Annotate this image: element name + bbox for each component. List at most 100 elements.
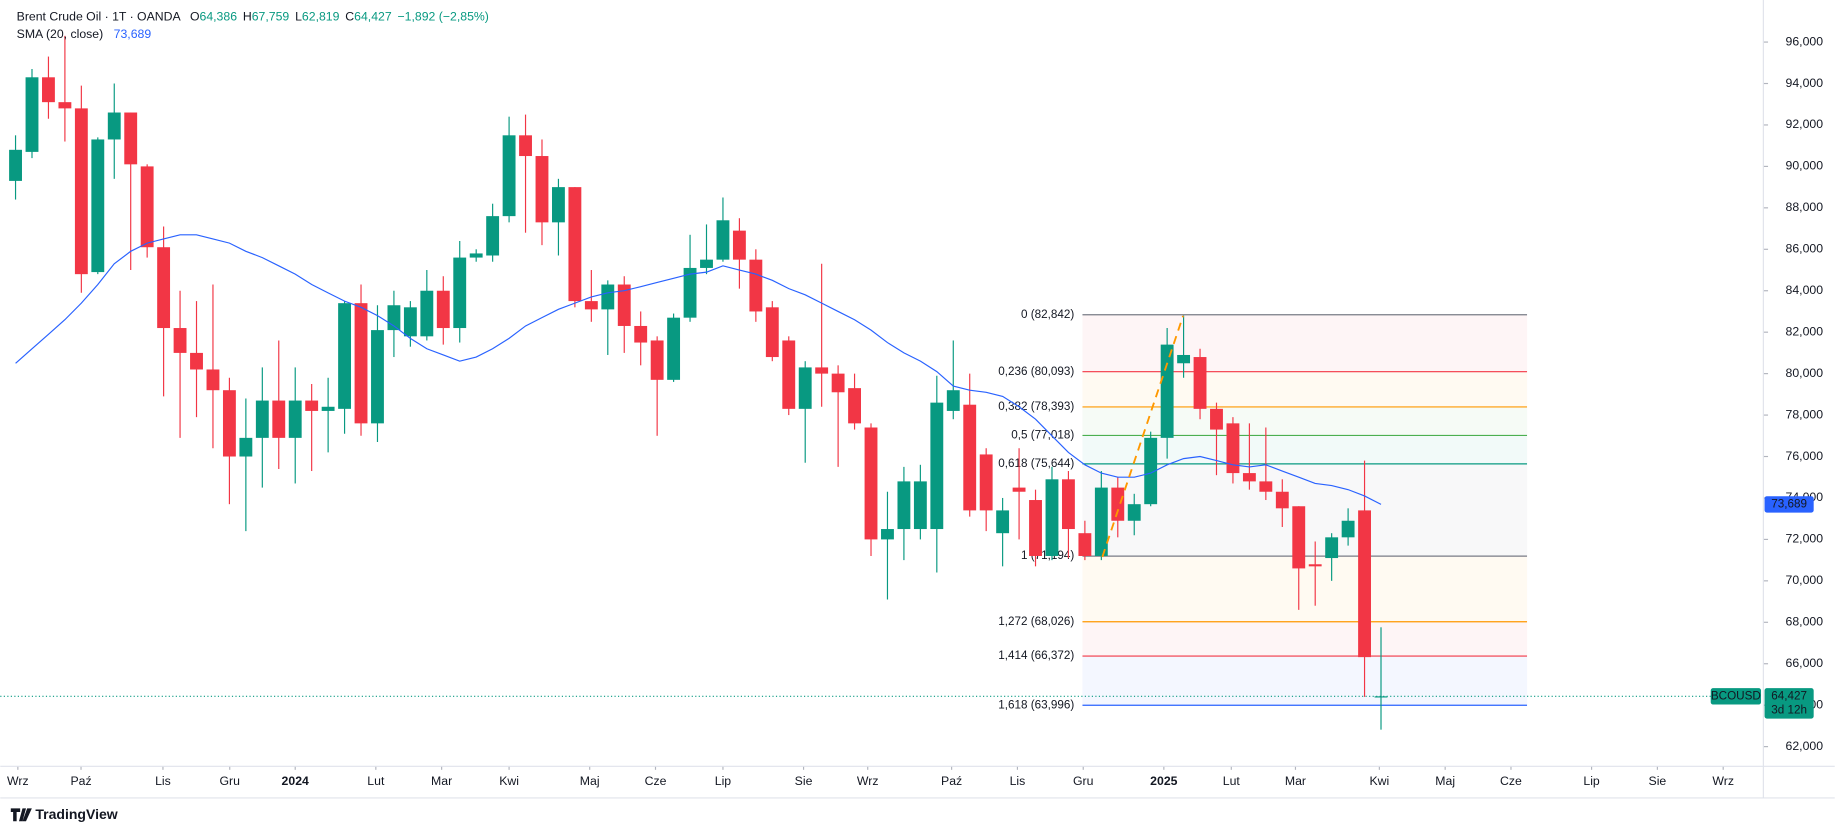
candle-body — [288, 400, 302, 438]
y-tick-label: 78,000 — [1786, 407, 1824, 421]
candle-body — [1374, 696, 1388, 698]
x-tick-label: Paź — [70, 774, 91, 788]
y-tick-label: 84,000 — [1786, 283, 1824, 297]
fib-trend-line — [1101, 315, 1184, 558]
candle-body — [930, 402, 944, 530]
candle-body — [1160, 344, 1174, 438]
candle-body — [1308, 564, 1322, 567]
candle-body — [749, 259, 763, 312]
symbol-badge-text: BCOUSD — [1711, 689, 1761, 702]
x-tick-label: 2024 — [282, 774, 309, 788]
candle-body — [436, 290, 450, 329]
x-tick-label: Lip — [1583, 774, 1600, 788]
fib-zone — [1082, 621, 1528, 657]
x-tick-label: Lis — [155, 774, 171, 788]
y-tick-label: 62,000 — [1786, 739, 1824, 753]
y-tick-label: 66,000 — [1786, 656, 1824, 670]
candle-body — [1144, 437, 1158, 505]
y-tick-label: 86,000 — [1786, 242, 1824, 256]
candle-body — [420, 290, 434, 337]
candle-body — [552, 187, 565, 223]
y-tick-label: 82,000 — [1786, 324, 1824, 338]
candle-body — [617, 284, 631, 326]
candle-body — [1358, 510, 1371, 658]
candle-body — [1094, 487, 1108, 556]
ohlc-key: H — [243, 10, 252, 24]
candle-body — [519, 135, 532, 157]
candle-body — [716, 220, 730, 260]
candle-body — [1341, 520, 1355, 538]
candle-body — [634, 325, 648, 343]
candle-body — [469, 253, 483, 258]
candle-body — [1061, 479, 1075, 530]
candle-body — [272, 400, 286, 438]
ohlc-key: C — [345, 10, 354, 24]
sma-badge-text: 73,689 — [1771, 497, 1807, 510]
candle-body — [831, 373, 845, 393]
candle-body — [913, 481, 927, 530]
candle-body — [338, 303, 352, 409]
candle-body — [1292, 506, 1306, 569]
fib-label: 0,382 (78,393) — [998, 400, 1074, 413]
candle-body — [173, 328, 187, 353]
sma-legend: SMA (20, close) 73,689 — [17, 27, 152, 41]
candle-body — [848, 388, 861, 424]
sma-name: SMA (20, close) — [17, 27, 104, 41]
candle-body — [1242, 473, 1256, 482]
candle-body — [124, 112, 138, 165]
y-tick-label: 94,000 — [1786, 76, 1824, 90]
symbol-badge — [1710, 688, 1762, 705]
candle-body — [798, 367, 812, 409]
y-tick-label: 96,000 — [1786, 34, 1824, 48]
x-tick-label: 2025 — [1150, 774, 1177, 788]
candle-body — [1111, 487, 1125, 521]
x-tick-label: Cze — [645, 774, 667, 788]
x-tick-label: Lip — [715, 774, 732, 788]
candle-body — [25, 77, 39, 152]
brand-logo — [10, 808, 32, 822]
x-tick-label: Wrz — [7, 774, 29, 788]
candle-body — [321, 406, 335, 411]
y-tick-label: 72,000 — [1786, 532, 1824, 546]
x-tick-label: Sie — [795, 774, 813, 788]
ohlc-value: 67,759 — [252, 10, 290, 24]
candle-body — [1012, 487, 1026, 492]
fib-zone — [1082, 406, 1528, 436]
x-tick-label: Mar — [1285, 774, 1306, 788]
ohlc-key: L — [295, 10, 302, 24]
candle-body — [700, 259, 713, 268]
fib-zone — [1082, 656, 1528, 706]
candle-body — [1226, 423, 1240, 474]
y-tick-label: 90,000 — [1786, 159, 1824, 173]
brand: TradingView — [10, 806, 118, 822]
candle-body — [371, 330, 384, 424]
candle-body — [107, 112, 121, 140]
x-tick-label: Paź — [941, 774, 962, 788]
candle-body — [683, 267, 697, 318]
fib-label: 1,618 (63,996) — [998, 698, 1074, 711]
y-tick-label: 68,000 — [1786, 615, 1824, 629]
y-tick-label: 76,000 — [1786, 449, 1824, 463]
symbol: Brent Crude Oil · 1T · OANDA — [17, 10, 182, 24]
candle-body — [1078, 533, 1092, 556]
candle-body — [403, 307, 417, 337]
candle-body — [815, 367, 829, 374]
x-tick-label: Kwi — [1369, 774, 1389, 788]
ohlc-value: 64,427 — [354, 10, 392, 24]
fib-label: 0 (82,842) — [1021, 308, 1074, 321]
x-tick-label: Lut — [1223, 774, 1241, 788]
candle-body — [255, 400, 269, 438]
price-badge-text: 64,427 — [1771, 689, 1807, 702]
candle-body — [782, 340, 796, 409]
candle-body — [765, 307, 779, 358]
candle-body — [354, 303, 368, 424]
sma-value: 73,689 — [114, 27, 152, 41]
candle-body — [58, 102, 72, 109]
candle-body — [486, 216, 500, 256]
sma-badge — [1764, 496, 1814, 513]
candle-body — [42, 77, 55, 103]
x-tick-label: Maj — [580, 774, 600, 788]
candle-body — [963, 404, 977, 511]
candle-body — [239, 437, 253, 457]
